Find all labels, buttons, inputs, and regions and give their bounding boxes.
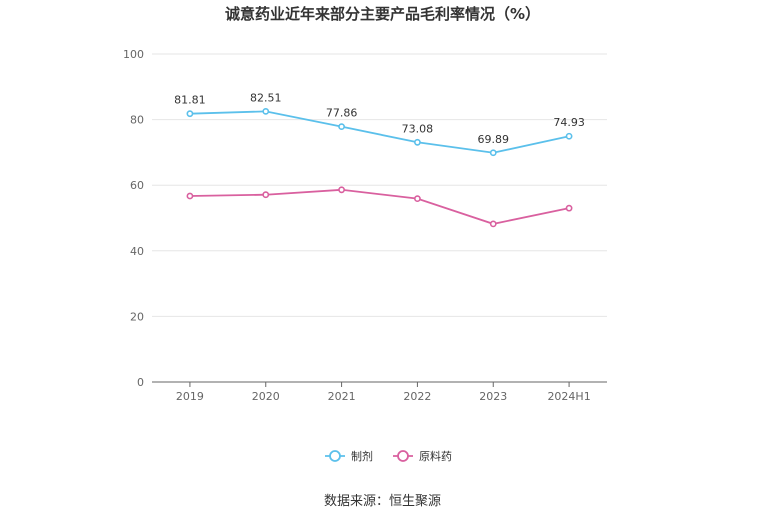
y-tick-label: 100 xyxy=(123,48,144,61)
data-point xyxy=(186,192,194,200)
data-label: 74.93 xyxy=(553,116,585,129)
legend-label: 原料药 xyxy=(419,449,452,463)
legend[interactable]: 制剂 原料药 xyxy=(325,449,452,463)
source-note: 数据来源：恒生聚源 xyxy=(323,494,441,509)
x-tick-label: 2020 xyxy=(252,390,280,403)
data-point xyxy=(414,195,421,203)
y-tick-label: 60 xyxy=(130,179,144,192)
data-point xyxy=(489,149,497,157)
data-point xyxy=(262,191,270,199)
series-line xyxy=(189,110,570,154)
data-label: 69.89 xyxy=(478,133,510,146)
x-tick-label: 2019 xyxy=(176,390,204,403)
x-tick-label: 2023 xyxy=(479,390,507,403)
grid-lines xyxy=(152,53,607,317)
legend-item-2[interactable]: 原料药 xyxy=(393,449,452,463)
data-point xyxy=(338,123,345,131)
data-label: 73.08 xyxy=(402,122,434,135)
series-group: 81.81 82.51 77.86 73.08 69.89 74.93 xyxy=(174,91,585,228)
data-point xyxy=(489,220,497,228)
y-tick-label: 80 xyxy=(130,114,144,127)
y-tick-label: 0 xyxy=(137,376,144,389)
legend-marker xyxy=(329,450,341,462)
data-point xyxy=(565,132,573,140)
x-axis: 2019 2020 2021 2022 2023 2024H1 xyxy=(152,381,607,403)
series-2 xyxy=(186,186,573,228)
x-tick-label: 2022 xyxy=(403,390,431,403)
data-point xyxy=(565,204,573,212)
legend-label: 制剂 xyxy=(351,449,373,463)
data-label: 77.86 xyxy=(326,107,358,120)
y-axis-ticks: 0 20 40 60 80 100 xyxy=(123,48,144,389)
data-point xyxy=(414,138,421,146)
data-point xyxy=(186,110,194,118)
x-tick-label: 2024H1 xyxy=(547,390,590,403)
legend-item-1[interactable]: 制剂 xyxy=(325,449,373,463)
y-tick-label: 40 xyxy=(130,245,144,258)
data-label: 82.51 xyxy=(250,91,282,104)
chart-title: 诚意药业近年来部分主要产品毛利率情况（%） xyxy=(224,5,541,23)
series-1: 81.81 82.51 77.86 73.08 69.89 74.93 xyxy=(174,91,585,157)
data-point xyxy=(262,107,270,115)
legend-marker xyxy=(397,450,409,462)
y-tick-label: 20 xyxy=(130,310,144,323)
series-line xyxy=(189,188,570,225)
x-tick-label: 2021 xyxy=(328,390,356,403)
data-label: 81.81 xyxy=(174,94,206,107)
data-point xyxy=(338,186,345,194)
